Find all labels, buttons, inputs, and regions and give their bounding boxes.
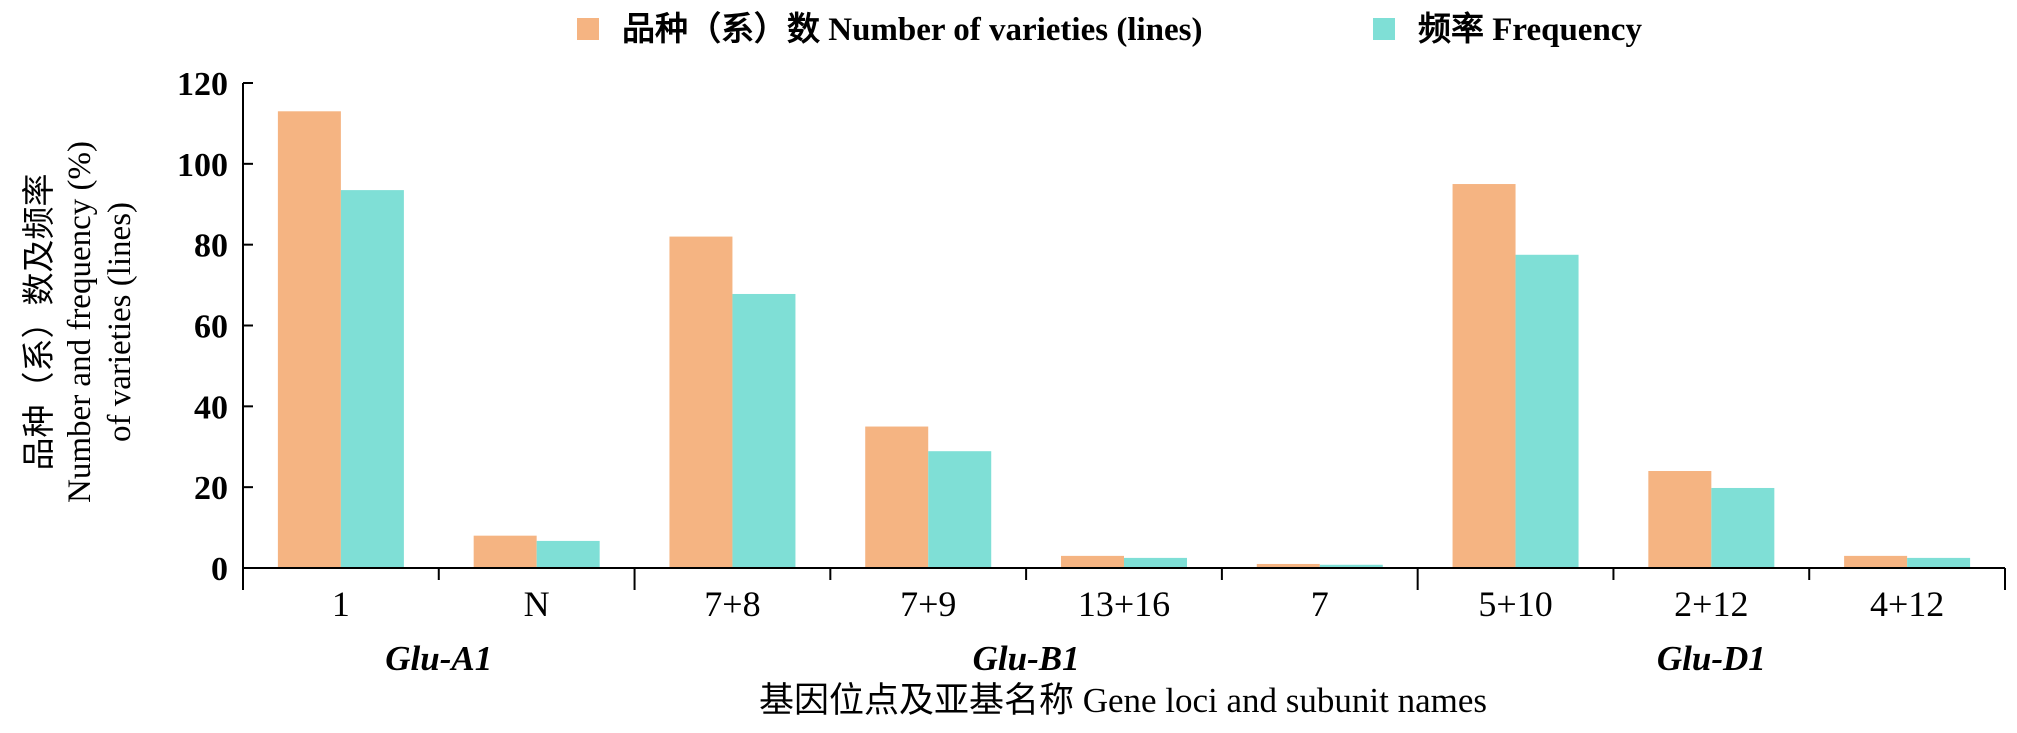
- bar-series-1-N: [536, 540, 600, 568]
- x-tick-label: 7+8: [704, 584, 760, 624]
- x-tick-label: 2+12: [1674, 584, 1748, 624]
- bar-series-0-4plus12: [1844, 555, 1908, 568]
- group-labels: Glu-A1 Glu-B1 Glu-D1: [385, 639, 1765, 678]
- bar-series-1-1: [340, 190, 404, 568]
- x-tick-label: 4+12: [1870, 584, 1944, 624]
- bar-series-0-7plus8: [669, 236, 733, 569]
- y-axis-title-line-3: of varieties (lines): [102, 202, 138, 442]
- bar-series-0-7: [1256, 563, 1320, 568]
- x-tick-label: 13+16: [1078, 584, 1170, 624]
- bar-series-0-N: [473, 535, 537, 568]
- legend-swatch-series-1: [1373, 18, 1395, 40]
- y-tick-label: 20: [194, 470, 228, 507]
- y-axis: 0 20 40 60 80 100 120: [177, 66, 253, 588]
- bars: [277, 111, 1971, 569]
- bar-series-1-13plus16: [1124, 557, 1187, 568]
- y-tick-label: 80: [194, 228, 228, 265]
- bar-series-1-4plus12: [1907, 557, 1971, 568]
- bar-series-1-7plus9: [928, 451, 992, 568]
- bar-series-1-7plus8: [732, 293, 796, 568]
- legend-label-series-1: 频率 Frequency: [1418, 11, 1642, 48]
- x-axis: 1 N 7+8 7+9 13+16 7 5+10 2+12 4+12: [242, 567, 2006, 624]
- y-tick-label: 60: [194, 309, 228, 346]
- y-tick-label: 0: [211, 551, 228, 588]
- bar-series-0-13plus16: [1061, 555, 1124, 568]
- y-tick-label: 40: [194, 389, 228, 426]
- x-tick-label: N: [524, 584, 550, 624]
- y-axis-title-line-1: 品种（系）数及频率: [21, 174, 58, 471]
- bar-series-1-5plus10: [1515, 254, 1579, 569]
- y-tick-label: 120: [177, 66, 228, 103]
- x-tick-label: 7: [1311, 584, 1329, 624]
- bar-series-0-7plus9: [865, 426, 929, 568]
- y-axis-title: 品种（系）数及频率 Number and frequency (%) of va…: [21, 141, 138, 503]
- group-label: Glu-B1: [973, 639, 1080, 678]
- legend: 品种（系）数 Number of varieties (lines) 频率 Fr…: [577, 11, 1642, 48]
- bar-series-0-1: [277, 111, 341, 569]
- x-axis-title: 基因位点及亚基名称 Gene loci and subunit names: [759, 681, 1487, 720]
- y-axis-title-line-2: Number and frequency (%): [62, 141, 98, 503]
- group-label: Glu-A1: [385, 639, 492, 678]
- legend-label-series-0: 品种（系）数 Number of varieties (lines): [622, 11, 1202, 48]
- bar-series-1-7: [1319, 564, 1383, 568]
- legend-swatch-series-0: [577, 18, 599, 40]
- group-label: Glu-D1: [1657, 639, 1766, 678]
- x-tick-label: 7+9: [900, 584, 956, 624]
- x-tick-label: 1: [332, 584, 350, 624]
- bar-series-0-5plus10: [1452, 184, 1516, 568]
- x-tick-label: 5+10: [1478, 584, 1552, 624]
- bar-series-0-2plus12: [1648, 471, 1712, 568]
- y-tick-label: 100: [177, 147, 228, 184]
- bar-series-1-2plus12: [1711, 487, 1775, 568]
